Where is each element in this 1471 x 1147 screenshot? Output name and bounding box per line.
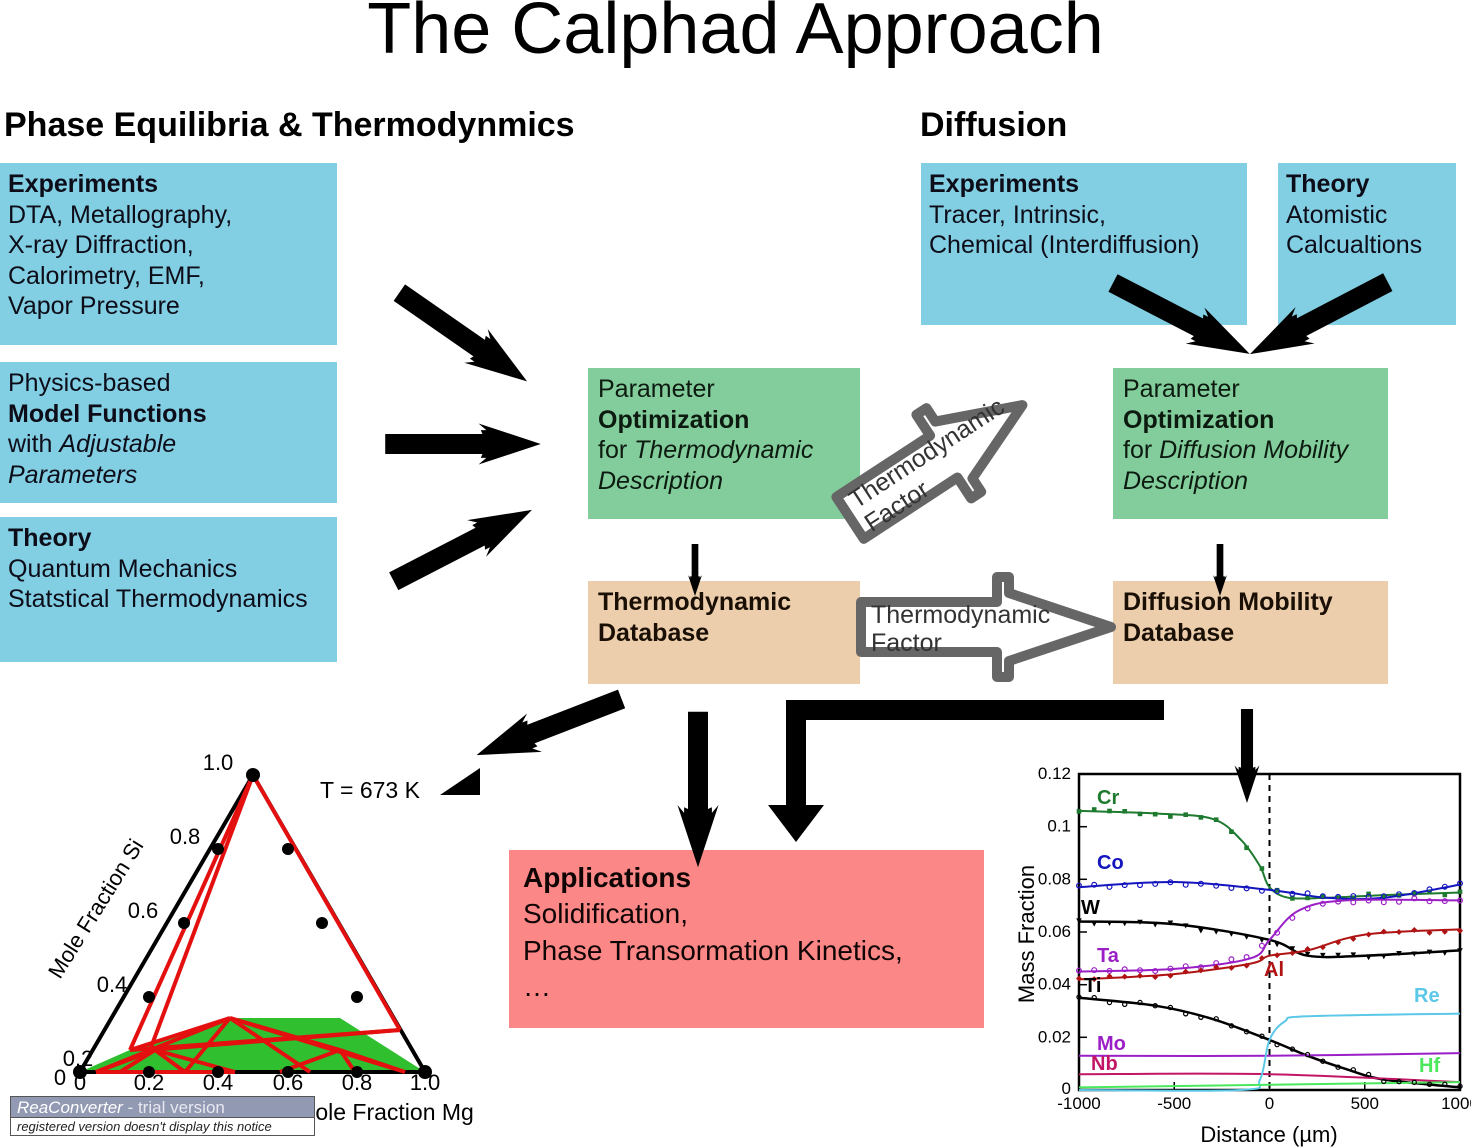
svg-text:0.8: 0.8 — [342, 1070, 373, 1095]
svg-text:0.6: 0.6 — [273, 1070, 304, 1095]
svg-text:0.02: 0.02 — [1038, 1027, 1071, 1046]
svg-text:0: 0 — [74, 1070, 86, 1095]
svg-text:0.2: 0.2 — [134, 1070, 165, 1095]
svg-text:Mole Fraction Mg: Mole Fraction Mg — [296, 1099, 474, 1125]
svg-text:0.12: 0.12 — [1038, 764, 1071, 783]
svg-text:Factor: Factor — [871, 629, 942, 657]
svg-text:0.6: 0.6 — [128, 898, 159, 923]
svg-text:Al: Al — [1264, 959, 1284, 981]
svg-text:0.1: 0.1 — [1047, 817, 1071, 836]
svg-text:Mass Fraction: Mass Fraction — [1014, 865, 1039, 1003]
svg-text:Hf: Hf — [1419, 1055, 1440, 1077]
svg-text:0.08: 0.08 — [1038, 869, 1071, 888]
svg-text:Thermodynamic: Thermodynamic — [871, 601, 1050, 629]
svg-text:T = 673 K: T = 673 K — [320, 777, 421, 803]
svg-text:1.0: 1.0 — [203, 750, 234, 775]
svg-text:0: 0 — [54, 1065, 66, 1090]
svg-text:0.4: 0.4 — [203, 1070, 234, 1095]
svg-text:0.8: 0.8 — [170, 824, 201, 849]
svg-text:-500: -500 — [1157, 1094, 1191, 1113]
svg-text:Mo: Mo — [1097, 1033, 1126, 1055]
svg-text:0.2: 0.2 — [63, 1046, 94, 1071]
svg-text:1.0: 1.0 — [410, 1070, 441, 1095]
svg-text:0: 0 — [1265, 1094, 1274, 1113]
svg-text:Cr: Cr — [1097, 787, 1119, 809]
svg-text:Co: Co — [1097, 852, 1124, 874]
svg-text:0.04: 0.04 — [1038, 975, 1071, 994]
svg-text:Distance (µm): Distance (µm) — [1200, 1122, 1337, 1147]
svg-text:-1000: -1000 — [1057, 1094, 1100, 1113]
svg-text:500: 500 — [1351, 1094, 1379, 1113]
svg-text:W: W — [1081, 897, 1100, 919]
svg-text:0.4: 0.4 — [97, 972, 128, 997]
svg-text:Ti: Ti — [1084, 975, 1101, 997]
svg-text:Nb: Nb — [1091, 1053, 1118, 1075]
svg-text:Ta: Ta — [1097, 945, 1120, 967]
svg-text:0.06: 0.06 — [1038, 922, 1071, 941]
svg-text:1000: 1000 — [1441, 1094, 1471, 1113]
svg-text:Re: Re — [1414, 985, 1440, 1007]
